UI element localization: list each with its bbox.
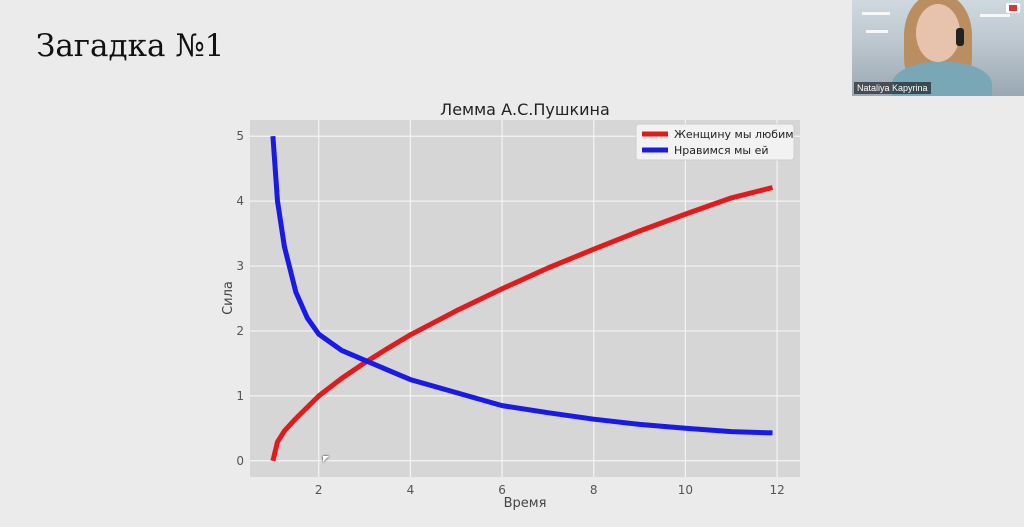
plot-area: [250, 120, 800, 477]
series-line-1: [270, 185, 774, 462]
y-tick-label: 5: [236, 129, 244, 143]
y-tick-label: 2: [236, 324, 244, 338]
screen-share-icon[interactable]: [1006, 3, 1020, 13]
participant-face: [916, 4, 960, 62]
x-tick-label: 12: [769, 483, 784, 497]
legend-label-1: Женщину мы любим: [674, 128, 794, 141]
mouse-cursor-icon: [323, 456, 329, 462]
headset-icon: [956, 28, 964, 46]
ceiling-light: [980, 14, 1010, 17]
series-lines: [270, 136, 774, 462]
ceiling-light: [866, 30, 888, 33]
y-tick-label: 3: [236, 259, 244, 273]
participant-name: Nataliya Kapyrina: [854, 82, 931, 94]
legend-box: [635, 123, 795, 161]
x-tick-label: 6: [498, 483, 506, 497]
y-tick-label: 4: [236, 194, 244, 208]
x-tick-label: 8: [590, 483, 598, 497]
legend-label-2: Нравимся мы ей: [674, 144, 768, 157]
series-line-2: [270, 136, 773, 436]
y-tick-label: 1: [236, 389, 244, 403]
slide-title: Загадка №1: [36, 28, 225, 64]
y-axis-label: Сила: [221, 281, 236, 315]
x-tick-label: 10: [678, 483, 693, 497]
x-tick-label: 4: [407, 483, 415, 497]
video-tile[interactable]: Nataliya Kapyrina: [852, 0, 1024, 96]
x-tick-label: 2: [315, 483, 323, 497]
y-tick-label: 0: [236, 454, 244, 468]
legend: Женщину мы любим Нравимся мы ей: [635, 123, 795, 161]
ceiling-light: [862, 12, 890, 15]
chart-title: Лемма А.С.Пушкина: [440, 100, 610, 119]
grid: [250, 120, 800, 477]
x-axis-label: Время: [504, 496, 547, 511]
